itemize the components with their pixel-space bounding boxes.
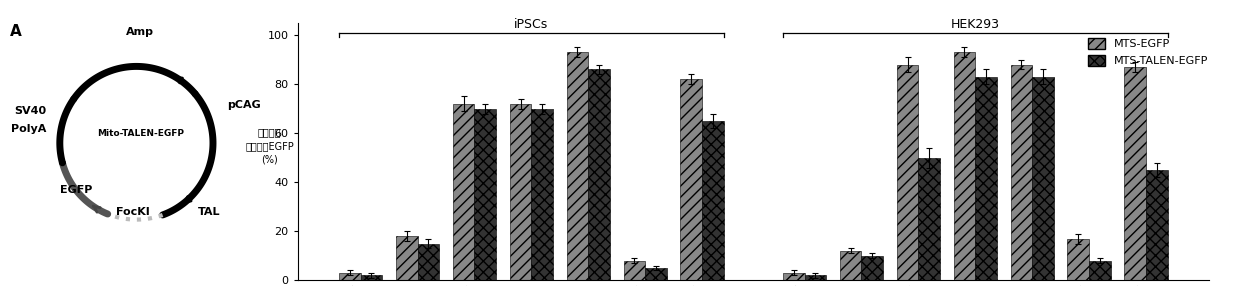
Text: SV40: SV40: [14, 106, 46, 116]
Bar: [1032, 77, 1054, 280]
Bar: [1125, 67, 1146, 280]
Bar: [919, 158, 940, 280]
Bar: [567, 52, 588, 280]
Bar: [396, 236, 418, 280]
Bar: [681, 79, 702, 280]
Bar: [702, 121, 724, 280]
Legend: MTS-EGFP, MTS-TALEN-EGFP: MTS-EGFP, MTS-TALEN-EGFP: [1084, 33, 1213, 71]
Bar: [782, 273, 805, 280]
Bar: [645, 268, 667, 280]
Bar: [1146, 170, 1168, 280]
Bar: [1089, 261, 1111, 280]
Text: Mito-TALEN-EGFP: Mito-TALEN-EGFP: [97, 129, 184, 138]
Bar: [975, 77, 997, 280]
Text: EGFP: EGFP: [61, 186, 93, 196]
Text: pCAG: pCAG: [227, 100, 260, 110]
Bar: [339, 273, 361, 280]
Text: Amp: Amp: [126, 27, 154, 37]
Bar: [624, 261, 645, 280]
Bar: [510, 104, 532, 280]
Text: A: A: [10, 24, 22, 39]
Bar: [1068, 239, 1089, 280]
Bar: [954, 52, 975, 280]
Bar: [475, 109, 496, 280]
Bar: [839, 251, 862, 280]
Bar: [862, 256, 883, 280]
Bar: [588, 69, 610, 280]
Text: HEK293: HEK293: [951, 19, 999, 31]
Bar: [532, 109, 553, 280]
Bar: [897, 65, 919, 280]
Text: 线粒体中
细胞表达EGFP
(%): 线粒体中 细胞表达EGFP (%): [246, 127, 294, 165]
Text: iPSCs: iPSCs: [515, 19, 548, 31]
Text: FocKI: FocKI: [115, 207, 150, 217]
Text: PolyA: PolyA: [11, 124, 46, 134]
Bar: [805, 275, 826, 280]
Text: TAL: TAL: [198, 207, 221, 217]
Bar: [361, 275, 382, 280]
Bar: [418, 243, 439, 280]
Bar: [1011, 65, 1032, 280]
Bar: [453, 104, 475, 280]
